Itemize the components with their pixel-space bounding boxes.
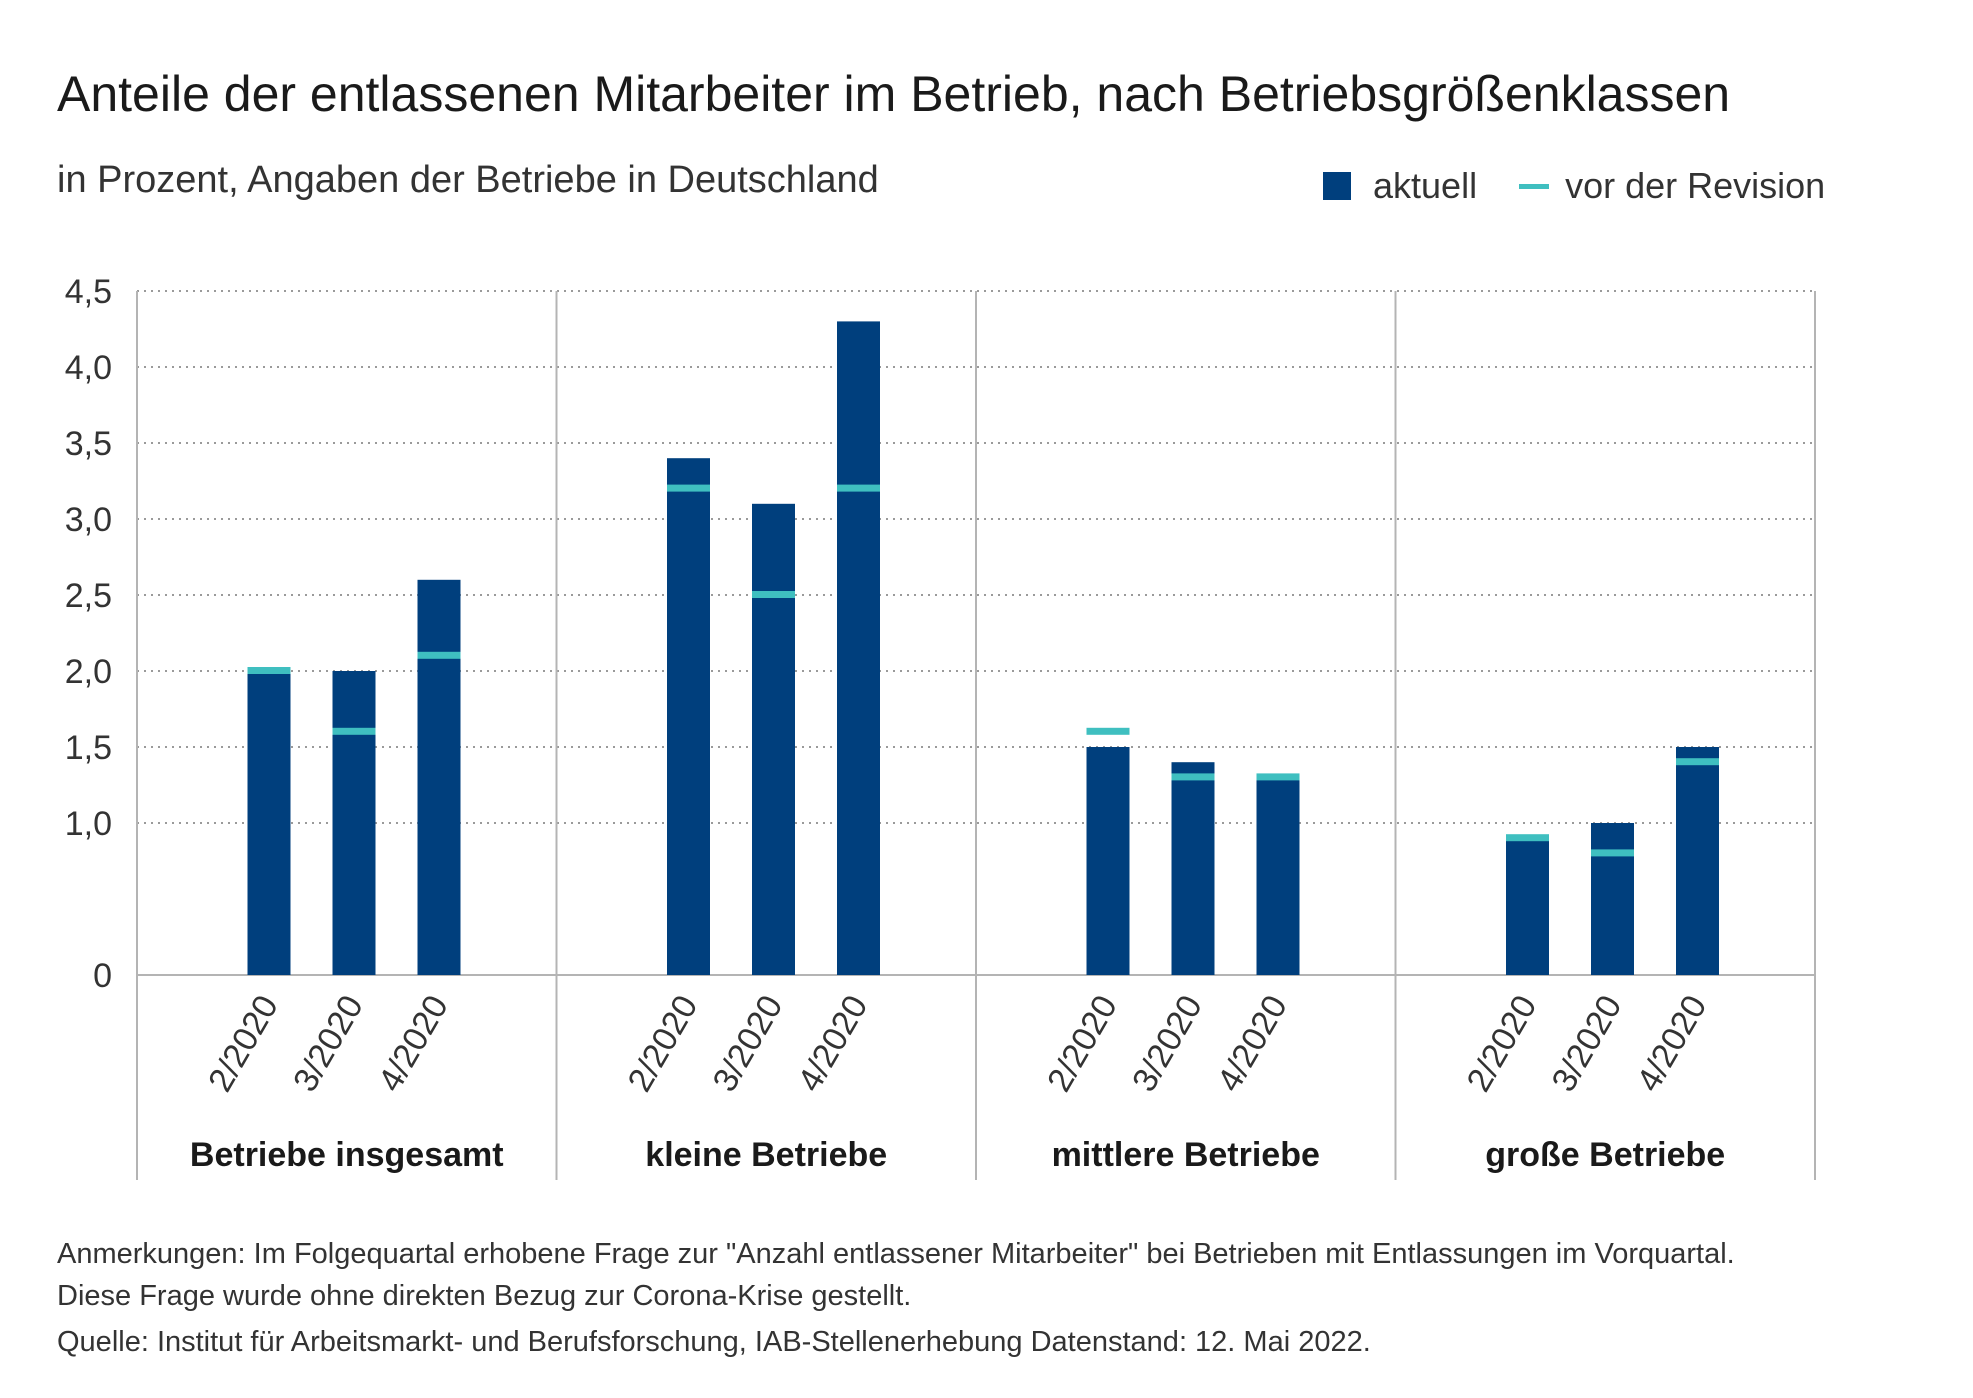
group-label: kleine Betriebe — [645, 1136, 887, 1174]
chart-subtitle: in Prozent, Angaben der Betriebe in Deut… — [57, 159, 879, 201]
legend-swatch-prior — [1519, 183, 1550, 189]
y-tick-label: 2,0 — [65, 653, 112, 691]
bar-current — [1676, 747, 1719, 975]
marker-prior — [752, 591, 795, 598]
marker-prior — [1256, 773, 1300, 781]
bar-chart: 01,01,52,02,53,03,54,04,52/2020 3/2020 4/2… — [65, 273, 1816, 1180]
legend: aktuell vor der Revision — [1323, 164, 1825, 208]
marker-prior — [667, 484, 710, 492]
y-tick-label: 3,0 — [65, 501, 112, 539]
bar-current — [1506, 838, 1549, 975]
y-tick-label: 4,5 — [65, 273, 112, 311]
marker-prior — [1171, 773, 1215, 781]
bar-current — [1256, 777, 1300, 975]
marker-prior — [1676, 758, 1719, 766]
x-tick-label: 2/2020 — [1040, 989, 1125, 1098]
y-tick-label: 1,0 — [65, 805, 112, 843]
bar-current — [247, 671, 291, 975]
x-tick-label: 4/2020 — [371, 989, 456, 1098]
x-tick-label: 4/2020 — [1630, 989, 1715, 1098]
note-line-1: Anmerkungen: Im Folgequartal erhobene Fr… — [57, 1238, 1735, 1270]
marker-prior — [1591, 849, 1634, 857]
x-tick-label: 2/2020 — [201, 989, 286, 1098]
bar-current — [417, 579, 461, 975]
source-note: Quelle: Institut für Arbeitsmarkt- und B… — [57, 1326, 1371, 1358]
x-tick-label: 2/2020 — [1460, 989, 1545, 1098]
marker-prior — [1506, 834, 1549, 842]
legend-swatch-current — [1323, 172, 1351, 200]
note-line-2: Diese Frage wurde ohne direkten Bezug zu… — [57, 1280, 912, 1312]
x-tick-label: 3/2020 — [1545, 989, 1630, 1098]
x-tick-label: 2/2020 — [621, 989, 706, 1098]
x-tick-label: 3/2020 — [286, 989, 371, 1098]
marker-prior — [247, 667, 291, 674]
legend-item-prior: vor der Revision — [1519, 165, 1825, 207]
bar-current — [752, 503, 795, 975]
marker-prior — [332, 727, 376, 735]
marker-prior — [1086, 727, 1130, 735]
marker-prior — [417, 651, 461, 659]
x-tick-label: 3/2020 — [706, 989, 791, 1098]
group-label: mittlere Betriebe — [1052, 1136, 1320, 1174]
legend-item-current: aktuell — [1323, 165, 1477, 207]
x-tick-label: 3/2020 — [1125, 989, 1210, 1098]
y-tick-label: 3,5 — [65, 425, 112, 463]
y-tick-label: 1,5 — [65, 729, 112, 767]
y-tick-label: 0 — [93, 957, 112, 995]
group-label: große Betriebe — [1485, 1136, 1725, 1174]
chart-title: Anteile der entlassenen Mitarbeiter im B… — [57, 66, 1731, 122]
y-tick-label: 4,0 — [65, 349, 112, 387]
bar-current — [1591, 823, 1634, 975]
legend-label-current: aktuell — [1373, 165, 1478, 206]
bar-current — [1086, 747, 1130, 975]
bar-current — [837, 321, 880, 975]
group-label: Betriebe insgesamt — [190, 1136, 504, 1174]
y-tick-label: 2,5 — [65, 577, 112, 615]
x-tick-label: 4/2020 — [1210, 989, 1295, 1098]
bar-current — [667, 458, 710, 975]
legend-label-prior: vor der Revision — [1565, 165, 1826, 206]
bar-current — [332, 671, 376, 975]
x-tick-label: 4/2020 — [791, 989, 876, 1098]
bar-current — [1171, 762, 1215, 975]
marker-prior — [837, 484, 880, 492]
